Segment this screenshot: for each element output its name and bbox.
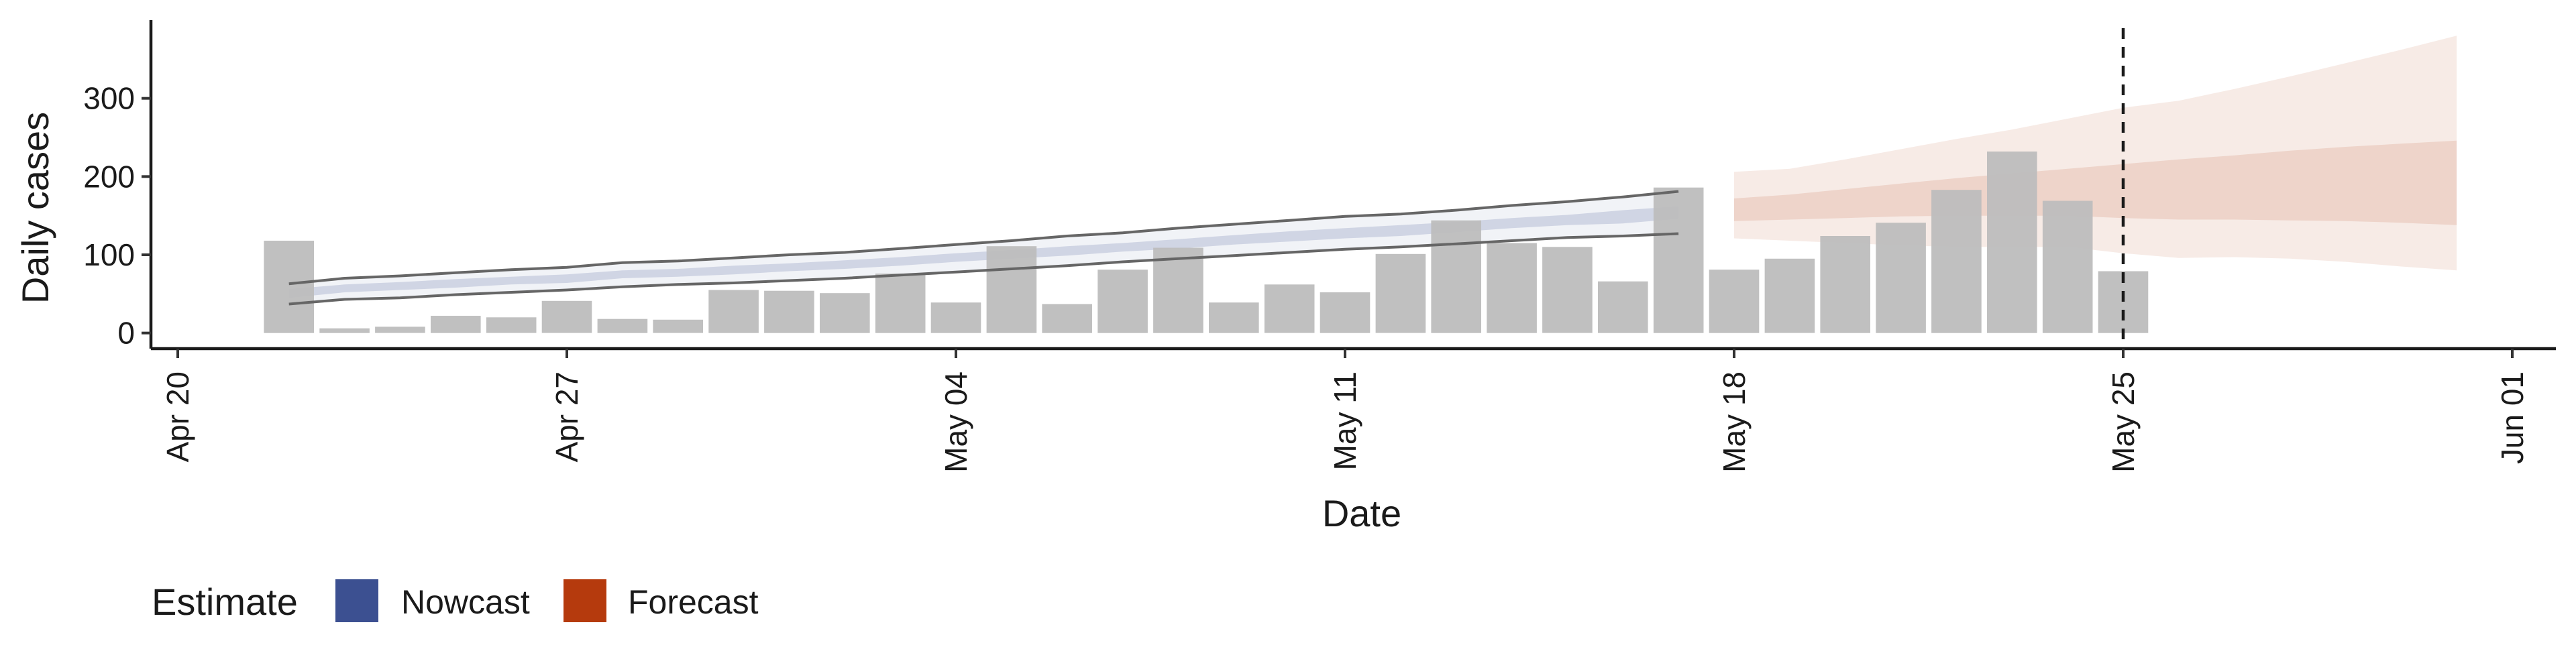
axes: 0 100 200 300 Apr 20 Apr 27 May 04 May 11 May 18…	[83, 20, 2556, 473]
bar-2020-04-24	[375, 327, 425, 333]
x-tick-label-2020-05-18: May 18	[1717, 371, 1752, 473]
bar-2020-04-26	[486, 317, 537, 333]
x-tick-label-2020-04-20: Apr 20	[160, 371, 195, 463]
bar-2020-05-16	[1598, 281, 1648, 333]
x-tick-label-2020-04-27: Apr 27	[549, 371, 584, 463]
bar-2020-05-22	[1931, 190, 1982, 333]
legend-label-nowcast: Nowcast	[401, 583, 530, 621]
nowcast-lower-line	[288, 232, 1679, 306]
bar-2020-05-14	[1487, 243, 1537, 333]
y-tick-label-0: 0	[117, 316, 135, 351]
bar-2020-05-19	[1764, 258, 1815, 333]
uncertainty-bands	[288, 36, 2457, 304]
legend-title: Estimate	[152, 581, 298, 623]
bar-2020-05-06	[1042, 304, 1092, 333]
bar-2020-05-08	[1153, 247, 1203, 333]
bar-2020-05-04	[930, 302, 981, 333]
forecast-outer-band	[1734, 36, 2457, 271]
bar-2020-05-11	[1320, 292, 1371, 333]
legend-swatch-forecast	[564, 579, 606, 622]
bar-2020-05-17	[1653, 187, 1704, 333]
bar-2020-05-15	[1542, 247, 1593, 333]
bar-2020-05-02	[820, 293, 870, 333]
x-axis-title: Date	[1322, 492, 1401, 534]
forecast-inner-band	[1734, 140, 2457, 225]
bar-2020-05-05	[986, 246, 1037, 333]
bar-2020-04-27	[541, 300, 592, 333]
y-axis-title: Daily cases	[14, 112, 56, 304]
bar-2020-05-24	[2042, 200, 2093, 333]
bar-2020-05-09	[1209, 302, 1259, 333]
bound-lines	[288, 190, 1679, 306]
bar-2020-05-23	[1987, 152, 2037, 333]
bar-series	[264, 152, 2149, 333]
bar-2020-05-07	[1097, 270, 1148, 333]
bar-2020-05-13	[1431, 220, 1481, 333]
bar-2020-05-21	[1876, 223, 1926, 333]
bar-2020-05-18	[1709, 270, 1760, 333]
nowcast-outer-band	[288, 191, 1679, 304]
y-tick-label-200: 200	[83, 159, 135, 194]
x-tick-label-2020-06-01: Jun 01	[2495, 371, 2530, 464]
x-tick-label-2020-05-25: May 25	[2106, 371, 2141, 473]
bar-2020-05-03	[875, 274, 926, 333]
nowcast-upper-line	[288, 190, 1679, 286]
y-tick-label-100: 100	[83, 237, 135, 272]
bar-2020-04-23	[319, 328, 370, 333]
x-tick-label-2020-05-04: May 04	[938, 371, 973, 473]
legend-label-forecast: Forecast	[628, 583, 759, 621]
bar-2020-04-25	[431, 316, 481, 333]
nowcast-inner-band	[288, 206, 1679, 298]
bar-2020-04-28	[597, 318, 648, 333]
x-tick-label-2020-05-11: May 11	[1328, 371, 1362, 470]
bar-2020-04-30	[708, 290, 759, 333]
y-tick-label-300: 300	[83, 81, 135, 116]
bar-2020-05-20	[1820, 236, 1870, 333]
legend: Estimate Nowcast Forecast	[152, 579, 759, 623]
bar-2020-05-12	[1375, 253, 1426, 333]
bar-2020-04-29	[653, 319, 703, 333]
bar-2020-05-10	[1264, 284, 1315, 333]
bar-2020-04-22	[264, 241, 314, 333]
bar-2020-05-01	[764, 290, 814, 333]
legend-swatch-nowcast	[335, 579, 378, 622]
